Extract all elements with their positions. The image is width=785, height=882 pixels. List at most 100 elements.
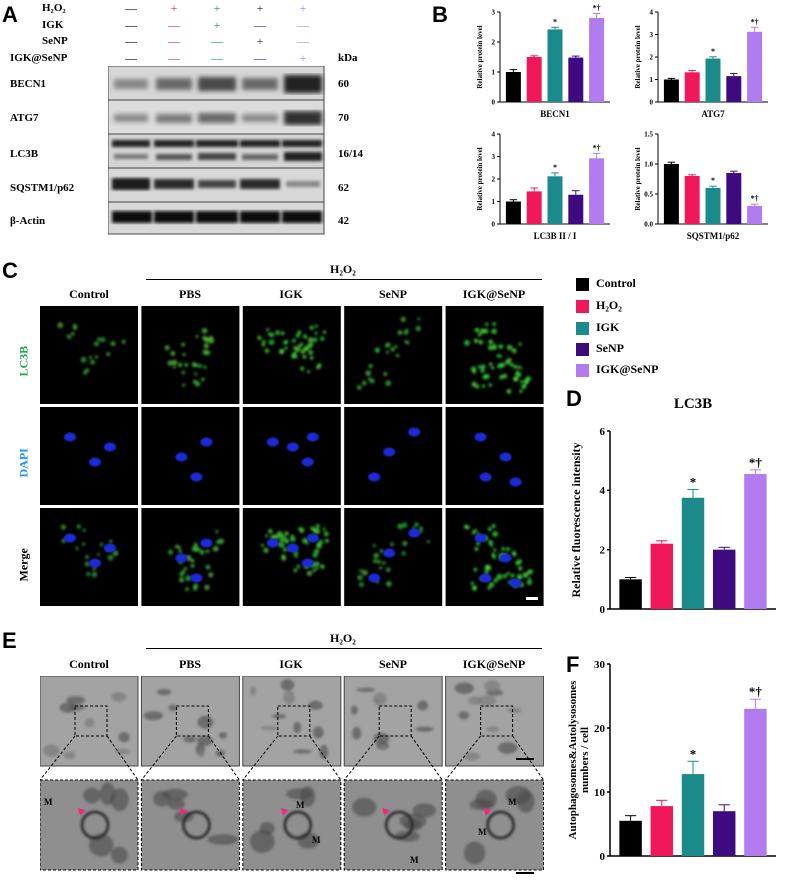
blot-image [108, 66, 325, 235]
tem-zoom-2 [242, 779, 342, 871]
legend-swatch-control [576, 278, 589, 291]
chart-f-annotation-4: *† [749, 684, 763, 699]
treatment-label-igk: IGK [42, 19, 64, 31]
confocal-tile-r1-c0 [40, 407, 138, 505]
tem-scale-bar-top [516, 758, 534, 760]
tem-overview-3 [343, 676, 443, 781]
sign-h2o2-4: + [256, 1, 264, 15]
chart-d-annotation-2: * [690, 474, 697, 489]
mito-label-6: M [478, 827, 487, 837]
chart-b4-bar-2 [705, 188, 721, 224]
kda-header: kDa [338, 52, 358, 64]
chart-b1-y-tick-label-3: 3 [492, 8, 496, 16]
chart-b3-annotation-4: *† [593, 143, 601, 152]
chart-b3-y-tick-label-3: 3 [492, 153, 496, 161]
blot-kda-lc3b: 16/14 [338, 148, 364, 160]
chart-b4-y-tick-label-2: 1.0 [644, 160, 653, 168]
mito-label-3: M [312, 835, 321, 845]
sign-igk-5: — [297, 18, 309, 32]
chart-f-ylabel: Autophagosomes&Autolysosomesnumbers / ce… [567, 680, 591, 840]
chart-f-bar-1 [650, 806, 674, 856]
chart-b2-y-tick-label-2: 2 [650, 53, 654, 61]
group-label-e-senp: SeNP [379, 657, 407, 671]
confocal-tile-r1-c4 [445, 407, 544, 505]
chart-b2-bar-4 [747, 31, 763, 102]
legend-label-senp: SeNP [596, 341, 624, 355]
sign-igk-2: — [168, 18, 180, 32]
group-label-c-control: Control [69, 287, 109, 301]
chart-f-y-tick-label-1: 10 [594, 787, 606, 799]
chart-b2-ylabel: Relative protein level [634, 25, 642, 88]
chart-b2-annotation-4: *† [751, 17, 759, 26]
sign-igk-4: — [254, 18, 266, 32]
tem-grid [40, 676, 544, 874]
confocal-tile-r2-c0 [40, 508, 138, 606]
chart-b2-annotation-2: * [711, 47, 715, 56]
chart-d-y-tick-label-3: 6 [600, 426, 606, 438]
sign-h2o2-1: — [125, 1, 137, 15]
blot-label-actin: β-Actin [10, 215, 46, 227]
tem-zoom-box-1 [175, 705, 209, 737]
legend-swatch-senp [576, 343, 589, 356]
panel-label-b: B [432, 2, 448, 27]
confocal-tile-r0-c1 [141, 306, 240, 404]
group-label-e-igksenp: IGK@SeNP [462, 657, 526, 671]
blot-label-p62: SQSTM1/p62 [10, 182, 75, 194]
chart-b1-ylabel: Relative protein level [476, 25, 484, 88]
chart-b4-bar-1 [684, 176, 700, 224]
panel-label-e: E [2, 628, 17, 653]
autophagosome-arrow-1 [179, 808, 188, 816]
chart-f-bar-0 [619, 820, 642, 856]
chart-b1-xlabel: BECN1 [540, 109, 570, 119]
autophagosome-arrow-0 [78, 808, 86, 816]
chart-b3-bar-0 [505, 201, 521, 224]
chart-b1-y-tick-label-2: 2 [492, 38, 496, 46]
h2o2-bracket-c [146, 279, 542, 280]
mito-label-2: M [296, 800, 305, 810]
confocal-tile-r2-c2 [242, 508, 341, 606]
sign-h2o2-2: + [170, 1, 178, 15]
sign-senp-2: — [168, 34, 180, 48]
chart-f-bar-2 [681, 774, 705, 856]
chart-b3-y-tick-label-2: 2 [492, 175, 496, 183]
sign-igksenp-5: + [299, 51, 307, 65]
chart-b2-y-tick-label-3: 3 [650, 31, 654, 39]
chart-b4-y-tick-label-0: 0.0 [644, 220, 653, 228]
blot-kda-actin: 42 [338, 215, 349, 227]
chart-b3-bar-3 [568, 194, 584, 224]
chart-b4-bar-4 [747, 206, 763, 224]
panel-label-d: D [566, 386, 582, 411]
tem-zoom-box-2 [277, 705, 311, 737]
tem-zoom-box-0 [74, 705, 108, 737]
confocal-tile-r0-c4 [445, 306, 544, 404]
chart-becn1: 0 1 2 3 * *† Relative protein level BECN1 [476, 4, 610, 119]
sign-senp-5: — [297, 34, 309, 48]
chart-b2-bar-1 [684, 72, 700, 102]
chart-f-bar-4 [744, 708, 767, 856]
group-label-e-control: Control [69, 657, 109, 671]
chart-atg7: 0 1 2 3 4 * *† Relative protein level ATG7 [634, 8, 768, 119]
sign-igk-1: — [125, 18, 137, 32]
confocal-tile-r2-c3 [344, 508, 443, 606]
sign-h2o2-3: + [213, 1, 221, 15]
blot-label-becn1: BECN1 [10, 78, 47, 90]
confocal-tile-r0-c2 [242, 306, 341, 404]
tem-overview-0 [40, 676, 139, 781]
chart-b2-y-tick-label-0: 0 [650, 98, 654, 106]
confocal-tile-r1-c2 [242, 407, 341, 505]
confocal-tile-r2-c1 [141, 508, 240, 606]
sign-igksenp-4: — [254, 51, 266, 65]
blot-label-lc3b: LC3B [10, 148, 39, 160]
chart-d-annotation-4: *† [749, 455, 763, 470]
group-label-e-pbs: PBS [178, 657, 201, 671]
tem-zoom-box-3 [378, 705, 412, 737]
blot-label-atg7: ATG7 [10, 112, 39, 124]
h2o2-label-e: H₂O₂ [330, 631, 356, 645]
sign-h2o2-5: + [299, 1, 307, 15]
row-label-merge: Merge [16, 548, 31, 582]
confocal-tile-r2-c4 [445, 508, 544, 606]
chart-b4-annotation-4: *† [751, 194, 759, 203]
sign-igksenp-3: — [211, 51, 223, 65]
group-label-e-igk: IGK [279, 657, 303, 671]
autophagosome-arrow-3 [382, 808, 391, 816]
